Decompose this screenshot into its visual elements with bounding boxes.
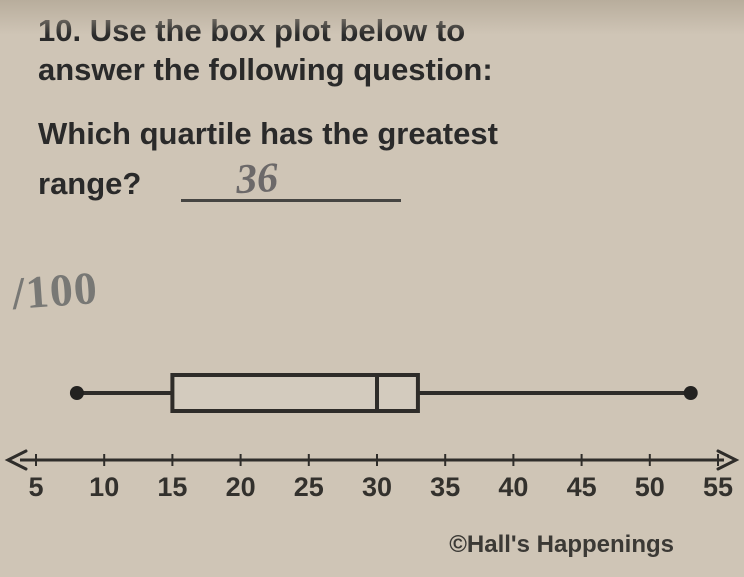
handwritten-score: /100 (11, 267, 99, 314)
svg-text:45: 45 (567, 472, 597, 502)
boxplot-chart: 5 10 15 20 25 30 35 40 45 50 55 (0, 345, 744, 515)
svg-text:20: 20 (226, 472, 256, 502)
copyright-text: ©Hall's Happenings (449, 531, 674, 559)
svg-text:15: 15 (157, 472, 187, 502)
svg-text:5: 5 (28, 472, 43, 502)
subquestion-line1: Which quartile has the greatest (38, 116, 706, 152)
svg-text:30: 30 (362, 472, 392, 502)
subquestion-line2: range? (38, 166, 141, 202)
question-line1: 10. Use the box plot below to (38, 12, 706, 51)
answer-blank: 36 (181, 152, 401, 202)
svg-text:35: 35 (430, 472, 460, 502)
question-block: 10. Use the box plot below to answer the… (0, 0, 744, 202)
svg-text:40: 40 (498, 472, 528, 502)
svg-text:55: 55 (703, 472, 733, 502)
handwritten-answer: 36 (235, 153, 279, 203)
svg-text:50: 50 (635, 472, 665, 502)
subquestion: Which quartile has the greatest range? 3… (38, 116, 706, 202)
question-line2: answer the following question: (38, 51, 706, 90)
svg-text:10: 10 (89, 472, 119, 502)
svg-text:25: 25 (294, 472, 324, 502)
